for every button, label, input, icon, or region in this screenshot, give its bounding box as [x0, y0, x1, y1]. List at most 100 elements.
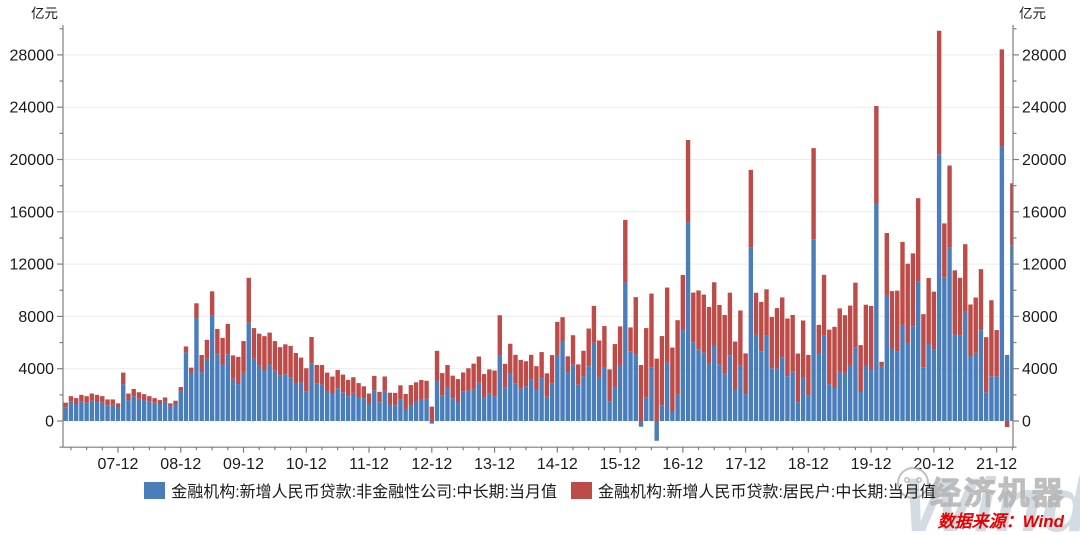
- bar-household: [973, 297, 978, 353]
- bar-corporate: [126, 400, 131, 421]
- bar-corporate: [795, 402, 801, 421]
- bar-corporate: [304, 391, 309, 421]
- bar-corporate: [330, 393, 335, 421]
- bar-household: [863, 304, 869, 367]
- chart-legend: 金融机构:新增人民币贷款:非金融性公司:中长期:当月值 金融机构:新增人民币贷款…: [0, 478, 1080, 502]
- bar-corporate: [476, 382, 482, 421]
- bar-household: [267, 332, 272, 365]
- bar-corporate: [884, 294, 890, 421]
- bar-household: [942, 223, 947, 278]
- bar-household: [706, 306, 712, 364]
- bar-household: [910, 253, 916, 327]
- bar-corporate: [780, 357, 785, 421]
- bar-corporate: [691, 342, 696, 421]
- bar-corporate: [942, 277, 947, 421]
- bar-household: [931, 291, 937, 350]
- bar-household: [780, 297, 785, 358]
- bar-corporate: [319, 384, 325, 421]
- bar-household: [712, 282, 717, 346]
- bar-corporate: [832, 387, 837, 421]
- jingji-jiqi-watermark: 经济机器: [929, 475, 1066, 511]
- bar-corporate: [204, 358, 210, 421]
- bar-corporate: [63, 407, 68, 421]
- x-tick-label: 14-12: [537, 456, 578, 473]
- bar-corporate: [701, 352, 706, 421]
- bar-corporate: [722, 373, 727, 421]
- x-tick-label: 15-12: [600, 456, 641, 473]
- bar-corporate: [455, 401, 461, 421]
- bar-household: [905, 263, 910, 343]
- bar-corporate: [816, 353, 822, 421]
- bar-household: [105, 399, 110, 406]
- bar-corporate: [523, 386, 529, 421]
- bar-corporate: [94, 402, 100, 421]
- bar-household: [387, 392, 393, 405]
- bar-household: [936, 30, 942, 155]
- bar-household: [926, 278, 931, 345]
- bar-household: [460, 372, 466, 392]
- bar-corporate: [225, 354, 231, 421]
- y-tick-label-left: 4000: [18, 361, 54, 378]
- bar-corporate: [921, 367, 926, 421]
- bar-household: [298, 357, 304, 383]
- bar-corporate: [811, 239, 816, 421]
- bar-household: [58, 396, 62, 402]
- bar-corporate: [638, 421, 644, 427]
- bar-household: [628, 327, 633, 352]
- bar-household: [738, 310, 743, 366]
- bar-household: [596, 340, 602, 378]
- bar-corporate: [978, 330, 984, 421]
- bar-household: [241, 341, 246, 373]
- bar-household: [837, 308, 842, 372]
- bar-corporate: [858, 392, 863, 421]
- bar-corporate: [591, 342, 597, 421]
- bar-corporate: [785, 376, 790, 421]
- bar-household: [644, 328, 649, 398]
- bar-household: [623, 219, 628, 283]
- bar-corporate: [623, 282, 628, 421]
- bar-household: [570, 335, 576, 365]
- bar-household: [115, 403, 121, 408]
- bar-corporate: [1004, 354, 1010, 421]
- bar-corporate: [152, 402, 157, 421]
- bar-corporate: [706, 363, 712, 421]
- bar-household: [670, 347, 675, 412]
- bar-household: [445, 365, 450, 388]
- bar-corporate: [309, 363, 314, 421]
- bar-series: [58, 30, 1013, 441]
- bar-household: [560, 317, 565, 341]
- bar-household: [638, 365, 644, 421]
- x-tick-label: 17-12: [725, 456, 766, 473]
- bar-corporate: [403, 408, 408, 421]
- bar-household: [199, 354, 204, 373]
- bar-household: [654, 358, 659, 421]
- bar-corporate: [131, 396, 136, 421]
- bar-corporate: [314, 383, 319, 421]
- bar-corporate: [675, 394, 680, 421]
- bar-household: [251, 328, 257, 359]
- bar-household: [408, 385, 414, 406]
- bar-corporate: [508, 373, 513, 421]
- bar-corporate: [764, 335, 769, 421]
- bar-household: [325, 372, 330, 391]
- legend-label-corporate: 金融机构:新增人民币贷款:非金融性公司:中长期:当月值: [171, 484, 557, 501]
- bar-corporate: [905, 342, 910, 421]
- y-tick-label-right: 12000: [1022, 257, 1067, 274]
- bar-corporate: [654, 421, 659, 441]
- bar-corporate: [889, 348, 895, 421]
- bar-household: [800, 320, 806, 378]
- bar-corporate: [168, 406, 173, 421]
- bar-corporate: [413, 401, 419, 421]
- bar-household: [424, 380, 429, 399]
- bar-household: [481, 374, 487, 398]
- bar-corporate: [272, 370, 278, 421]
- bar-corporate: [288, 377, 293, 421]
- bar-household: [283, 344, 288, 375]
- bar-household: [983, 337, 989, 393]
- bar-household: [581, 350, 586, 377]
- bar-corporate: [434, 380, 440, 421]
- bar-household: [131, 388, 136, 397]
- bar-corporate: [502, 387, 508, 421]
- bar-corporate: [596, 377, 602, 421]
